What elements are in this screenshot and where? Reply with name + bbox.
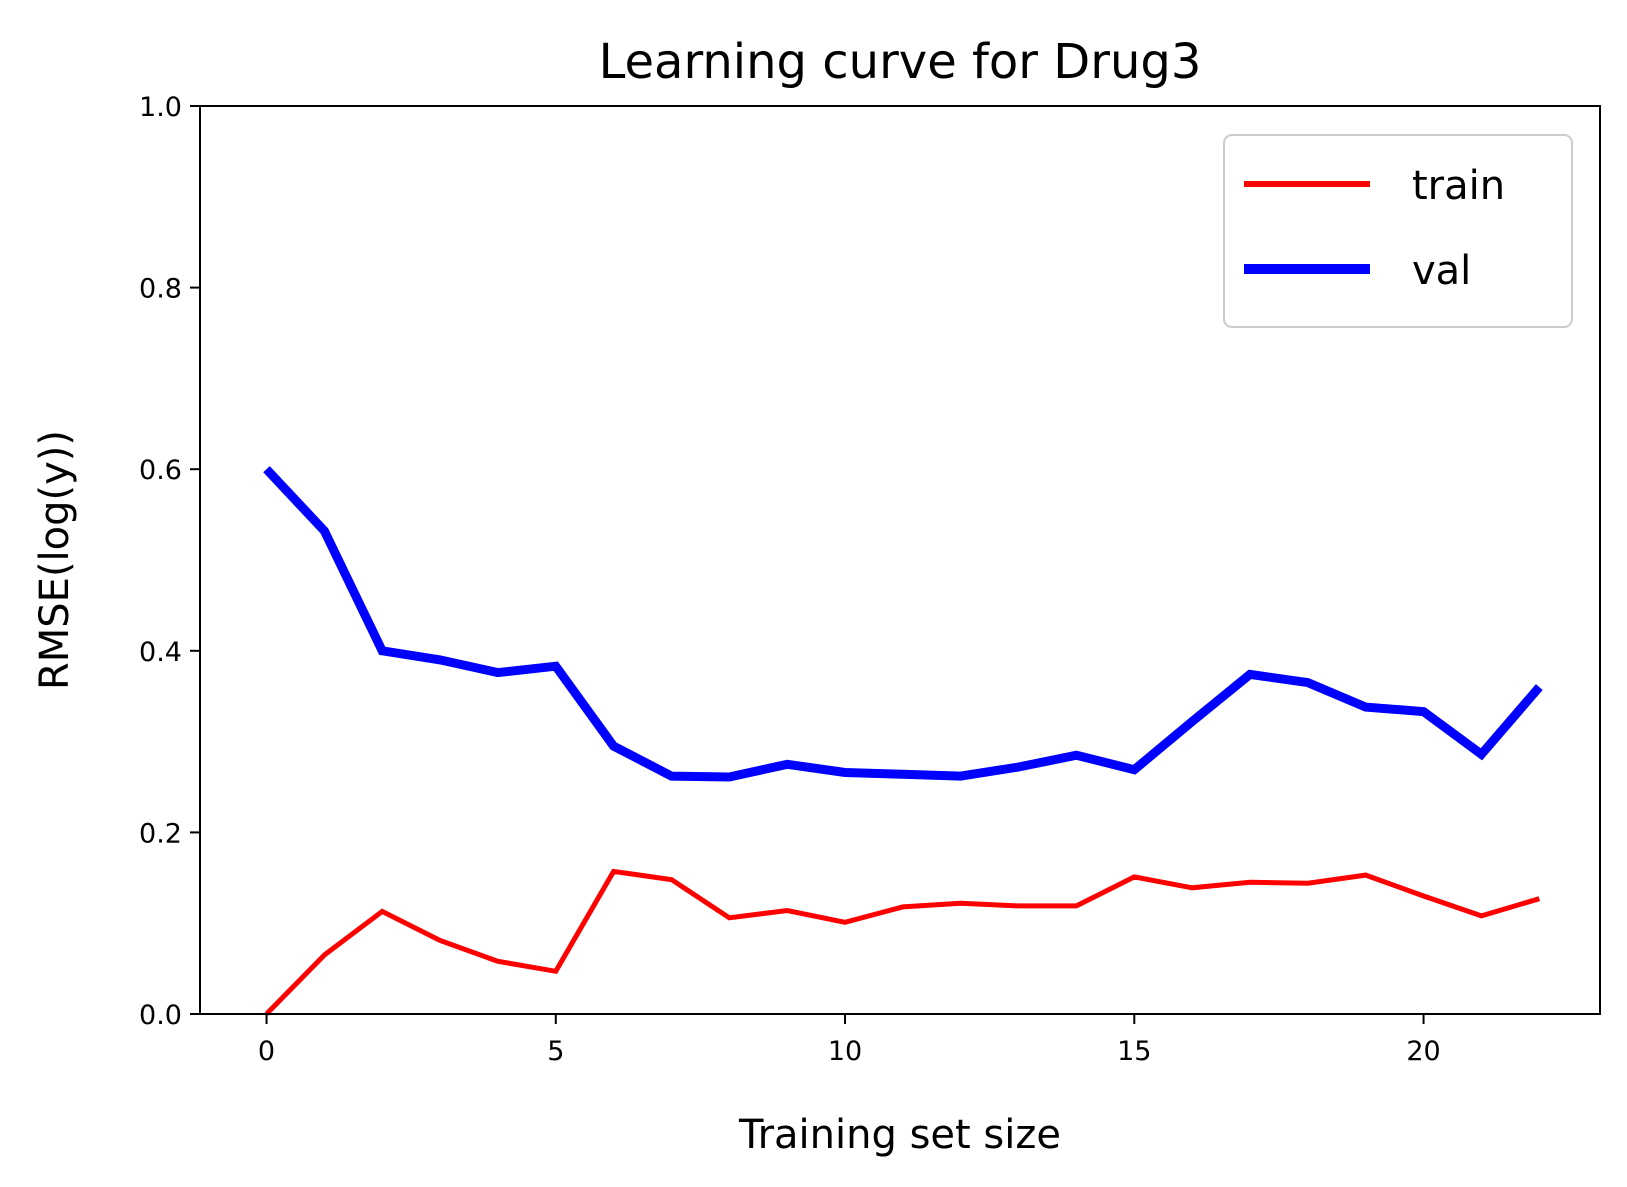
x-tick-label: 20 <box>1406 1036 1440 1067</box>
x-tick-label: 5 <box>547 1036 564 1067</box>
y-tick-label: 0.8 <box>139 274 182 305</box>
y-tick-label: 0.4 <box>139 637 182 668</box>
legend-label-train: train <box>1412 163 1505 209</box>
legend-label-val: val <box>1412 248 1471 294</box>
y-axis-ticks: 0.0 0.2 0.4 0.6 0.8 1.0 <box>139 92 200 1031</box>
x-axis-ticks: 0 5 10 15 20 <box>258 1014 1441 1067</box>
x-axis-label: Training set size <box>738 1112 1061 1158</box>
series-line-val <box>263 466 1543 782</box>
y-tick-label: 0.6 <box>139 455 182 486</box>
legend: train val <box>1223 134 1573 328</box>
plot-frame <box>199 105 1601 1015</box>
x-tick-label: 10 <box>828 1036 862 1067</box>
x-tick-label: 15 <box>1117 1036 1151 1067</box>
legend-box <box>1223 134 1573 328</box>
series-line-train <box>264 868 1541 1016</box>
y-axis-label: RMSE(log(y)) <box>32 430 78 690</box>
chart-title: Learning curve for Drug3 <box>599 34 1202 90</box>
series-layer <box>263 466 1543 1016</box>
y-tick-label: 0.0 <box>139 1000 182 1031</box>
y-tick-label: 1.0 <box>139 92 182 123</box>
x-tick-label: 0 <box>258 1036 275 1067</box>
y-tick-label: 0.2 <box>139 818 182 849</box>
